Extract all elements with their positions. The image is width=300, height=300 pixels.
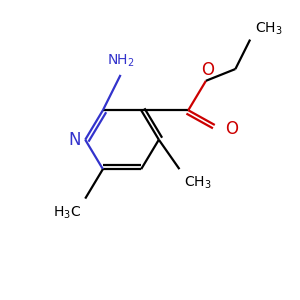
Text: O: O: [201, 61, 214, 79]
Text: CH$_3$: CH$_3$: [184, 175, 212, 191]
Text: H$_3$C: H$_3$C: [53, 205, 81, 221]
Text: N: N: [68, 131, 81, 149]
Text: NH$_2$: NH$_2$: [107, 52, 134, 69]
Text: O: O: [225, 120, 238, 138]
Text: CH$_3$: CH$_3$: [254, 20, 282, 37]
